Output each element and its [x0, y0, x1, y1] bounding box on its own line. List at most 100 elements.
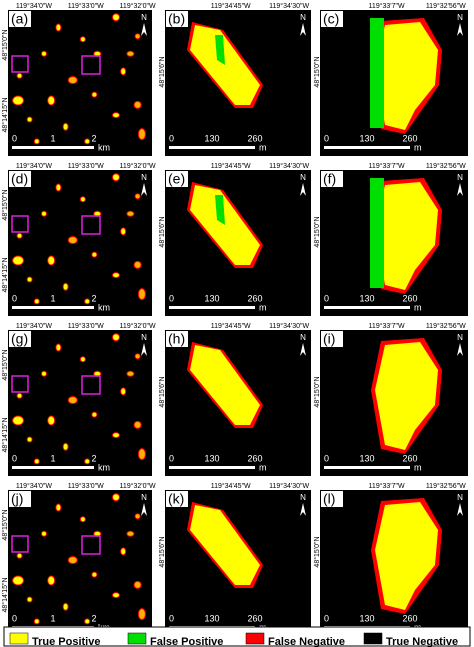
field-blob: [113, 14, 119, 21]
north-label: N: [457, 13, 463, 22]
field-blob: [42, 531, 46, 536]
field-tp: [375, 502, 438, 610]
scale-tick-label: 1: [50, 453, 55, 463]
longitude-label: 119°34'0"W: [16, 2, 52, 10]
scale-tick-label: 1: [50, 613, 55, 623]
field-blob: [134, 261, 141, 268]
panel-label-box: [166, 11, 188, 27]
field-tp: [375, 342, 438, 450]
field-tp: [190, 505, 260, 585]
scale-unit: km: [98, 142, 110, 152]
field-blob: [121, 68, 126, 75]
scale-tick-label: 2: [91, 133, 96, 143]
field-blob: [42, 211, 46, 216]
field-blob: [113, 433, 119, 438]
scale-bar: [324, 306, 410, 309]
field-blob: [80, 357, 85, 362]
scale-tick-label: 260: [402, 293, 417, 303]
panel-label: (i): [323, 331, 335, 347]
field-blob: [135, 194, 140, 199]
field-blob: [68, 557, 77, 564]
field-blob: [63, 283, 68, 290]
scale-unit: m: [414, 142, 422, 152]
north-label: N: [141, 493, 147, 502]
longitude-label: 119°33'7"W: [369, 2, 405, 10]
field-blob: [63, 603, 68, 610]
field-blob: [42, 51, 46, 56]
field-tp: [375, 182, 438, 290]
field-fp: [215, 195, 225, 225]
scale-tick-label: 0: [169, 453, 174, 463]
latitude-label: 48°14'15"N: [1, 577, 9, 612]
latitude-label: 48°14'15"N: [1, 257, 9, 292]
longitude-label: 119°34'45"W: [211, 2, 251, 10]
legend-swatch: [245, 632, 265, 645]
panel-background: [8, 490, 152, 636]
scale-tick-label: 0: [324, 293, 329, 303]
north-label: N: [300, 333, 306, 342]
panel-background: [8, 170, 152, 316]
scale-tick-label: 0: [324, 453, 329, 463]
panel-background: [8, 10, 152, 156]
scale-tick-label: 130: [204, 133, 219, 143]
longitude-label: 119°34'0"W: [16, 482, 52, 490]
field-blob: [138, 289, 145, 300]
panel-label-box: [166, 171, 188, 187]
north-arrow: [457, 503, 463, 516]
legend-swatch: [127, 632, 147, 645]
scale-tick-label: 130: [359, 613, 374, 623]
scale-unit: m: [259, 302, 267, 312]
legend-label: False Positive: [150, 636, 223, 647]
longitude-label: 119°32'0"W: [120, 2, 156, 10]
field-blob: [80, 517, 85, 522]
field-blob: [121, 228, 126, 235]
latitude-label: 48°15'0"N: [313, 216, 321, 247]
field-blob: [27, 277, 32, 282]
north-label: N: [457, 493, 463, 502]
north-label: N: [300, 173, 306, 182]
panel-label-box: [321, 491, 343, 507]
field-blob: [13, 256, 24, 265]
panel-background: [8, 330, 152, 476]
field-blob: [68, 397, 77, 404]
latitude-label: 48°15'0"N: [313, 376, 321, 407]
scale-unit: m: [259, 462, 267, 472]
scale-unit: km: [98, 302, 110, 312]
field-blob: [13, 416, 24, 425]
latitude-label: 48°15'0"N: [1, 349, 9, 380]
field-blob: [80, 197, 85, 202]
field-blob: [113, 494, 119, 501]
scale-tick-label: 0: [12, 453, 17, 463]
field-blob: [92, 412, 97, 417]
field-blob: [135, 34, 140, 39]
map-panel: (d) N 119°34'0"W 119°33'0"W 119°32'0"W 48°15'…: [1, 162, 156, 316]
scale-tick-label: 0: [12, 133, 17, 143]
north-label: N: [141, 173, 147, 182]
longitude-label: 119°33'7"W: [369, 482, 405, 490]
latitude-label: 48°15'0"N: [1, 29, 9, 60]
scale-tick-label: 1: [50, 133, 55, 143]
map-panel: (a) N 119°34'0"W 119°33'0"W 119°32'0"W 48°15'…: [1, 2, 156, 156]
panel-label-box: [9, 171, 31, 187]
legend-label: False Negative: [268, 636, 345, 647]
field-blob: [113, 273, 119, 278]
field-blob: [68, 237, 77, 244]
field-fp: [370, 178, 384, 288]
scale-bar: [12, 306, 94, 309]
north-label: N: [457, 173, 463, 182]
north-arrow: [457, 23, 463, 36]
scale-tick-label: 130: [204, 293, 219, 303]
field-blob: [127, 531, 134, 536]
field-blob: [63, 123, 68, 130]
field-blob: [134, 101, 141, 108]
scale-unit: m: [259, 142, 267, 152]
legend-label: True Positive: [32, 636, 100, 647]
scale-tick-label: 130: [204, 613, 219, 623]
scale-tick-label: 0: [169, 613, 174, 623]
field-blob: [94, 531, 101, 536]
field-fp: [215, 35, 225, 65]
scale-tick-label: 130: [359, 453, 374, 463]
longitude-label: 119°32'56"W: [426, 322, 466, 330]
map-panel: (j) N 119°34'0"W 119°33'0"W 119°32'0"W 48°15'…: [1, 482, 156, 636]
scale-bar: [12, 466, 94, 469]
